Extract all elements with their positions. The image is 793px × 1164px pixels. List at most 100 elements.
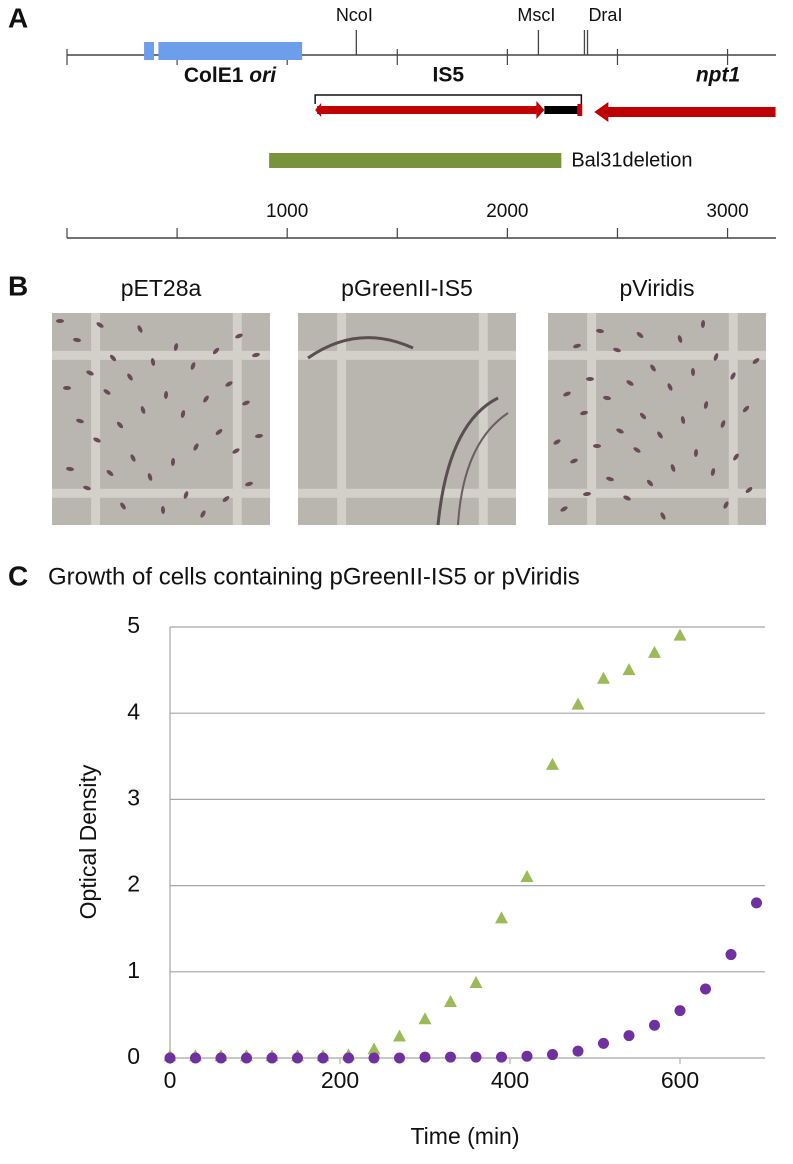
cell bbox=[200, 510, 206, 518]
cell bbox=[96, 322, 104, 328]
scale-tick-label: 3000 bbox=[706, 201, 748, 222]
cell bbox=[660, 512, 666, 520]
cell bbox=[56, 319, 64, 323]
point bbox=[418, 1012, 432, 1025]
point bbox=[546, 757, 559, 770]
x-tick-label: 200 bbox=[321, 1067, 359, 1093]
y-tick-label: 2 bbox=[127, 871, 140, 897]
npt1-label: npt1 bbox=[696, 64, 740, 87]
cell bbox=[76, 418, 84, 424]
cell bbox=[86, 370, 94, 376]
cell bbox=[693, 449, 699, 457]
cell bbox=[235, 333, 243, 339]
cell bbox=[583, 491, 591, 497]
point bbox=[725, 949, 737, 961]
panel-letter: B bbox=[8, 270, 28, 301]
cell bbox=[225, 381, 233, 387]
y-axis-label: Optical Density bbox=[75, 764, 101, 919]
cell bbox=[120, 502, 126, 510]
cell bbox=[130, 454, 136, 462]
cell bbox=[650, 364, 656, 372]
y-tick-label: 3 bbox=[127, 784, 140, 810]
cell bbox=[203, 395, 209, 403]
cell bbox=[639, 412, 647, 420]
cell bbox=[657, 431, 663, 439]
cell bbox=[580, 410, 588, 416]
npt1-arrow bbox=[594, 102, 776, 122]
cell bbox=[106, 470, 114, 476]
cell bbox=[690, 368, 696, 376]
cell bbox=[563, 391, 571, 397]
cell bbox=[252, 352, 260, 358]
site-label: MscI bbox=[517, 5, 555, 25]
point bbox=[598, 1037, 609, 1049]
point bbox=[751, 897, 762, 909]
cell bbox=[170, 458, 176, 466]
cell bbox=[215, 429, 223, 435]
cell bbox=[670, 464, 676, 472]
ori-label: ColE1 ori bbox=[184, 64, 277, 87]
panel-letter: A bbox=[8, 2, 28, 33]
x-tick-label: 600 bbox=[661, 1067, 699, 1093]
point bbox=[393, 1029, 406, 1042]
site-label: NcoI bbox=[336, 5, 373, 25]
ori-label-text: ColE1 bbox=[184, 64, 244, 87]
point bbox=[572, 1045, 584, 1057]
cell bbox=[703, 401, 709, 409]
point bbox=[521, 1050, 533, 1062]
cell bbox=[586, 377, 594, 381]
cell bbox=[180, 410, 186, 418]
cell bbox=[710, 468, 716, 476]
point bbox=[215, 1052, 227, 1064]
cell bbox=[720, 420, 726, 428]
is5-label: IS5 bbox=[432, 64, 464, 87]
cell bbox=[137, 325, 143, 333]
filament bbox=[457, 412, 509, 526]
point bbox=[190, 1052, 201, 1064]
cell bbox=[613, 347, 621, 353]
point bbox=[469, 976, 483, 989]
cell bbox=[636, 332, 644, 338]
scale-tick-label: 1000 bbox=[266, 201, 308, 222]
x-axis-label: Time (min) bbox=[410, 1123, 519, 1149]
chart-title: Growth of cells containing pGreenII-IS5 … bbox=[48, 563, 580, 590]
cell bbox=[63, 385, 71, 391]
deletion-label: Bal31deletion bbox=[571, 149, 692, 171]
image-title: pET28a bbox=[121, 275, 202, 301]
point bbox=[520, 869, 534, 882]
image-title: pViridis bbox=[620, 275, 695, 301]
is5-arrow bbox=[317, 101, 545, 119]
point bbox=[622, 663, 636, 676]
point bbox=[419, 1051, 431, 1063]
is5-bracket bbox=[314, 94, 583, 104]
y-tick-label: 5 bbox=[127, 612, 140, 638]
cell bbox=[150, 358, 156, 366]
filament bbox=[307, 336, 414, 360]
cell bbox=[232, 448, 240, 454]
point bbox=[673, 628, 687, 641]
point bbox=[394, 1052, 405, 1064]
image-title: pGreenII-IS5 bbox=[341, 275, 473, 301]
cell bbox=[596, 328, 604, 334]
cell bbox=[103, 389, 111, 395]
cell bbox=[680, 416, 686, 424]
panel-letter: C bbox=[8, 560, 28, 591]
cell bbox=[73, 337, 81, 343]
ori-box bbox=[158, 42, 303, 60]
point bbox=[266, 1052, 278, 1064]
cell bbox=[603, 395, 611, 401]
cell bbox=[713, 353, 719, 361]
is5-black bbox=[544, 106, 578, 114]
cell bbox=[593, 443, 601, 449]
cell bbox=[553, 439, 561, 445]
cell bbox=[245, 481, 253, 487]
cell bbox=[752, 358, 760, 364]
ori-label-italic: ori bbox=[249, 64, 277, 87]
cell bbox=[242, 400, 250, 406]
cell bbox=[212, 347, 220, 355]
cell bbox=[742, 405, 750, 413]
is5-left-end bbox=[315, 103, 322, 117]
point bbox=[495, 911, 508, 924]
cell bbox=[83, 485, 91, 491]
point bbox=[648, 645, 661, 658]
